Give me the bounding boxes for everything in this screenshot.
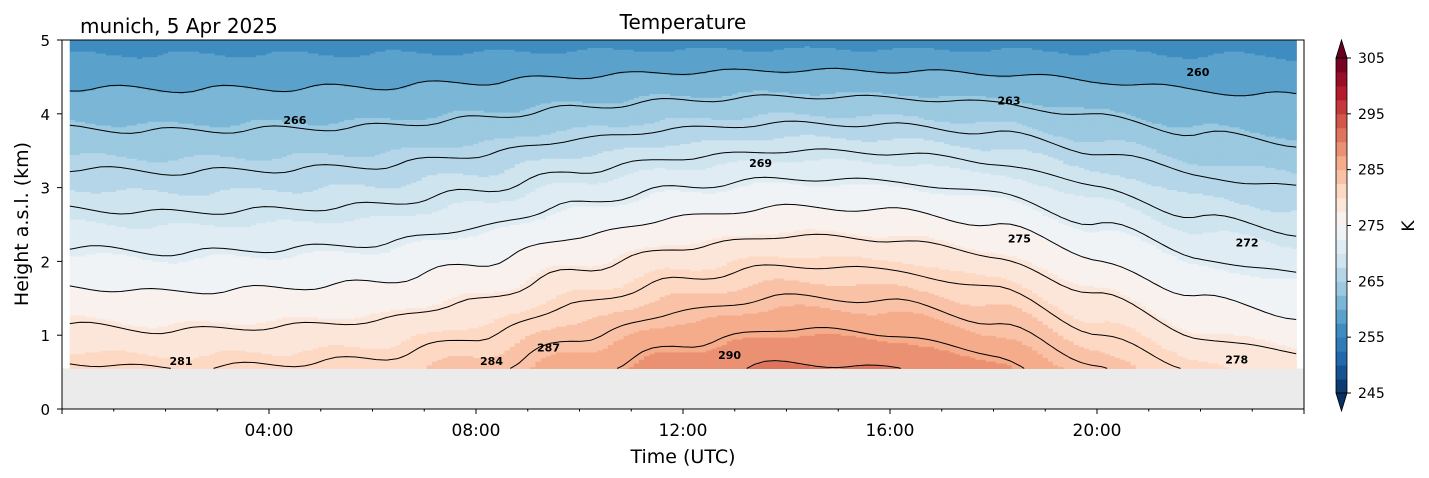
missing-data-region bbox=[62, 368, 1304, 409]
temperature-chart: 260263266269272275278281 284287290 04:00 0… bbox=[0, 0, 1429, 478]
heatmap-cells bbox=[62, 40, 1304, 409]
